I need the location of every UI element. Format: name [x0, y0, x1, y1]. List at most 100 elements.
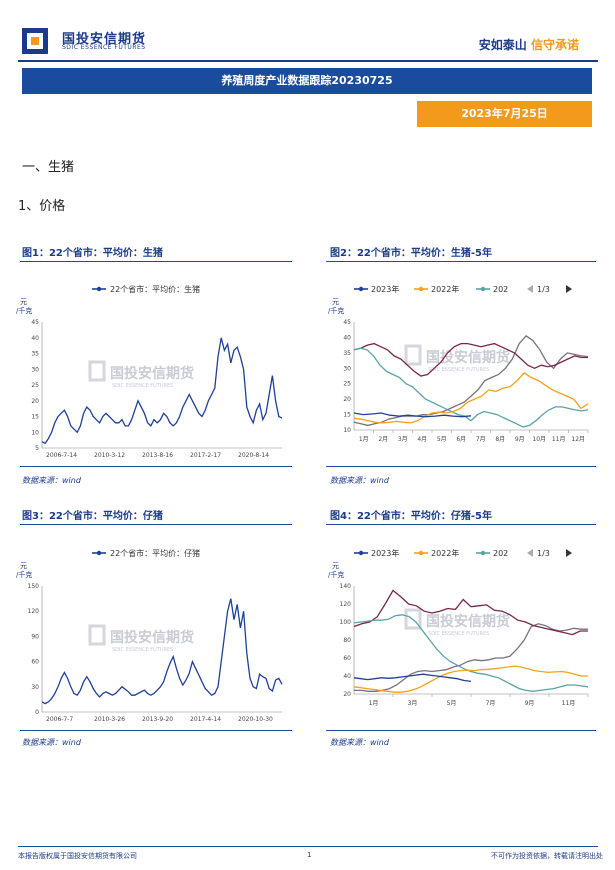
- legend-label: 22个省市：平均价：生猪: [110, 284, 200, 294]
- series-line: [354, 623, 588, 692]
- series-line: [353, 335, 589, 427]
- x-tick-label: 2020-10-30: [238, 716, 273, 723]
- unit-label-top: 元: [20, 298, 27, 306]
- y-tick-label: 40: [31, 335, 39, 342]
- y-tick-label: 0: [35, 709, 39, 716]
- unit-label-top: 元: [332, 298, 339, 306]
- y-tick-label: 150: [28, 583, 40, 590]
- series-line: [353, 673, 472, 683]
- legend-label: 202: [493, 549, 508, 558]
- fig4-rule: [326, 524, 596, 525]
- legend-marker: [96, 286, 102, 292]
- x-tick-label: 2006-7-7: [46, 716, 73, 723]
- x-tick-label: 3月: [398, 436, 408, 443]
- legend-marker: [418, 550, 424, 556]
- series-line: [41, 337, 283, 445]
- logo-text-cn: 国投安信期货: [62, 32, 147, 47]
- report-date: 2023年7月25日: [417, 101, 592, 127]
- unit-label-bottom: /千克: [328, 306, 344, 315]
- y-tick-label: 15: [31, 414, 39, 421]
- y-tick-label: 40: [343, 334, 351, 341]
- fig4-title: 图4：22个省市：平均价：仔猪-5年: [330, 511, 492, 522]
- y-tick-label: 5: [35, 445, 39, 452]
- x-tick-label: 9月: [515, 436, 525, 443]
- y-tick-label: 25: [343, 381, 351, 388]
- y-tick-label: 120: [28, 608, 40, 615]
- x-tick-label: 2020-8-14: [238, 452, 269, 459]
- fig2-bottom-rule: [326, 466, 596, 467]
- unit-label-top: 元: [20, 562, 27, 570]
- legend-pager: 1/3: [537, 549, 550, 558]
- x-tick-label: 1月: [359, 436, 369, 443]
- x-tick-label: 5月: [447, 700, 457, 707]
- y-tick-label: 30: [31, 366, 39, 373]
- watermark-logo-icon: [88, 624, 106, 646]
- slogan-part-b: 信守承诺: [530, 38, 579, 52]
- y-tick-label: 140: [340, 583, 352, 590]
- series-line: [353, 342, 588, 377]
- fig1-title: 图1：22个省市：平均价：生猪: [22, 248, 163, 259]
- x-tick-label: 2月: [378, 436, 388, 443]
- subsection-title: 1、价格: [18, 199, 66, 214]
- y-tick-label: 45: [31, 319, 39, 326]
- fig3-rule: [20, 524, 292, 525]
- fig3-bottom-rule: [20, 730, 292, 731]
- y-tick-label: 20: [343, 396, 351, 403]
- watermark-text-cn: 国投安信期货: [110, 629, 194, 646]
- report-title: 养殖周度产业数据跟踪20230725: [22, 68, 592, 94]
- x-tick-label: 2006-7-14: [46, 452, 77, 459]
- y-tick-label: 40: [343, 673, 351, 680]
- legend-label: 2022年: [431, 284, 459, 294]
- series-line: [353, 347, 589, 428]
- x-tick-label: 3月: [408, 700, 418, 707]
- footer-divider: [18, 846, 598, 847]
- series-line: [353, 372, 589, 424]
- y-tick-label: 45: [343, 319, 351, 326]
- series-line: [353, 614, 589, 692]
- x-tick-label: 8月: [495, 436, 505, 443]
- fig3-title: 图3：22个省市：平均价：仔猪: [22, 511, 163, 522]
- x-tick-label: 12月: [571, 436, 585, 443]
- unit-label-top: 元: [332, 562, 339, 570]
- slogan: 安如泰山 信守承诺: [479, 36, 579, 53]
- legend-next-icon: [566, 549, 572, 557]
- y-tick-label: 20: [31, 398, 39, 405]
- x-tick-label: 1月: [369, 700, 379, 707]
- y-tick-label: 10: [343, 427, 351, 434]
- x-tick-label: 7月: [476, 436, 486, 443]
- watermark-text-cn: 国投安信期货: [110, 365, 194, 382]
- fig2-rule: [326, 261, 596, 262]
- x-tick-label: 2010-3-26: [94, 716, 125, 723]
- fig4-source: 数据来源：wind: [330, 738, 389, 747]
- watermark-text-en: SDIC ESSENCE FUTURES: [428, 631, 489, 637]
- y-tick-label: 60: [343, 655, 351, 662]
- x-tick-label: 5月: [437, 436, 447, 443]
- x-tick-label: 2013-9-20: [142, 716, 173, 723]
- fig4-bottom-rule: [326, 730, 596, 731]
- watermark-text-en: SDIC ESSENCE FUTURES: [428, 367, 489, 373]
- legend-next-icon: [566, 285, 572, 293]
- legend-label: 2023年: [371, 284, 399, 294]
- y-tick-label: 30: [343, 365, 351, 372]
- unit-label-bottom: /千克: [328, 570, 344, 579]
- watermark-logo-icon: [88, 360, 106, 382]
- legend-label: 202: [493, 285, 508, 294]
- y-tick-label: 35: [31, 351, 39, 358]
- unit-label-bottom: /千克: [16, 570, 32, 579]
- legend-prev-icon: [527, 285, 533, 293]
- unit-label-bottom: /千克: [16, 306, 32, 315]
- legend-pager: 1/3: [537, 285, 550, 294]
- x-tick-label: 7月: [486, 700, 496, 707]
- fig1-bottom-rule: [20, 466, 292, 467]
- page-number: 1: [307, 851, 312, 859]
- y-tick-label: 60: [31, 659, 39, 666]
- logo-text-en: SDIC ESSENCE FUTURES: [62, 44, 146, 51]
- watermark-logo-icon: [404, 608, 422, 630]
- legend-label: 2022年: [431, 548, 459, 558]
- x-tick-label: 11月: [552, 436, 566, 443]
- fig2-title: 图2：22个省市：平均价：生猪-5年: [330, 248, 492, 259]
- y-tick-label: 30: [31, 684, 39, 691]
